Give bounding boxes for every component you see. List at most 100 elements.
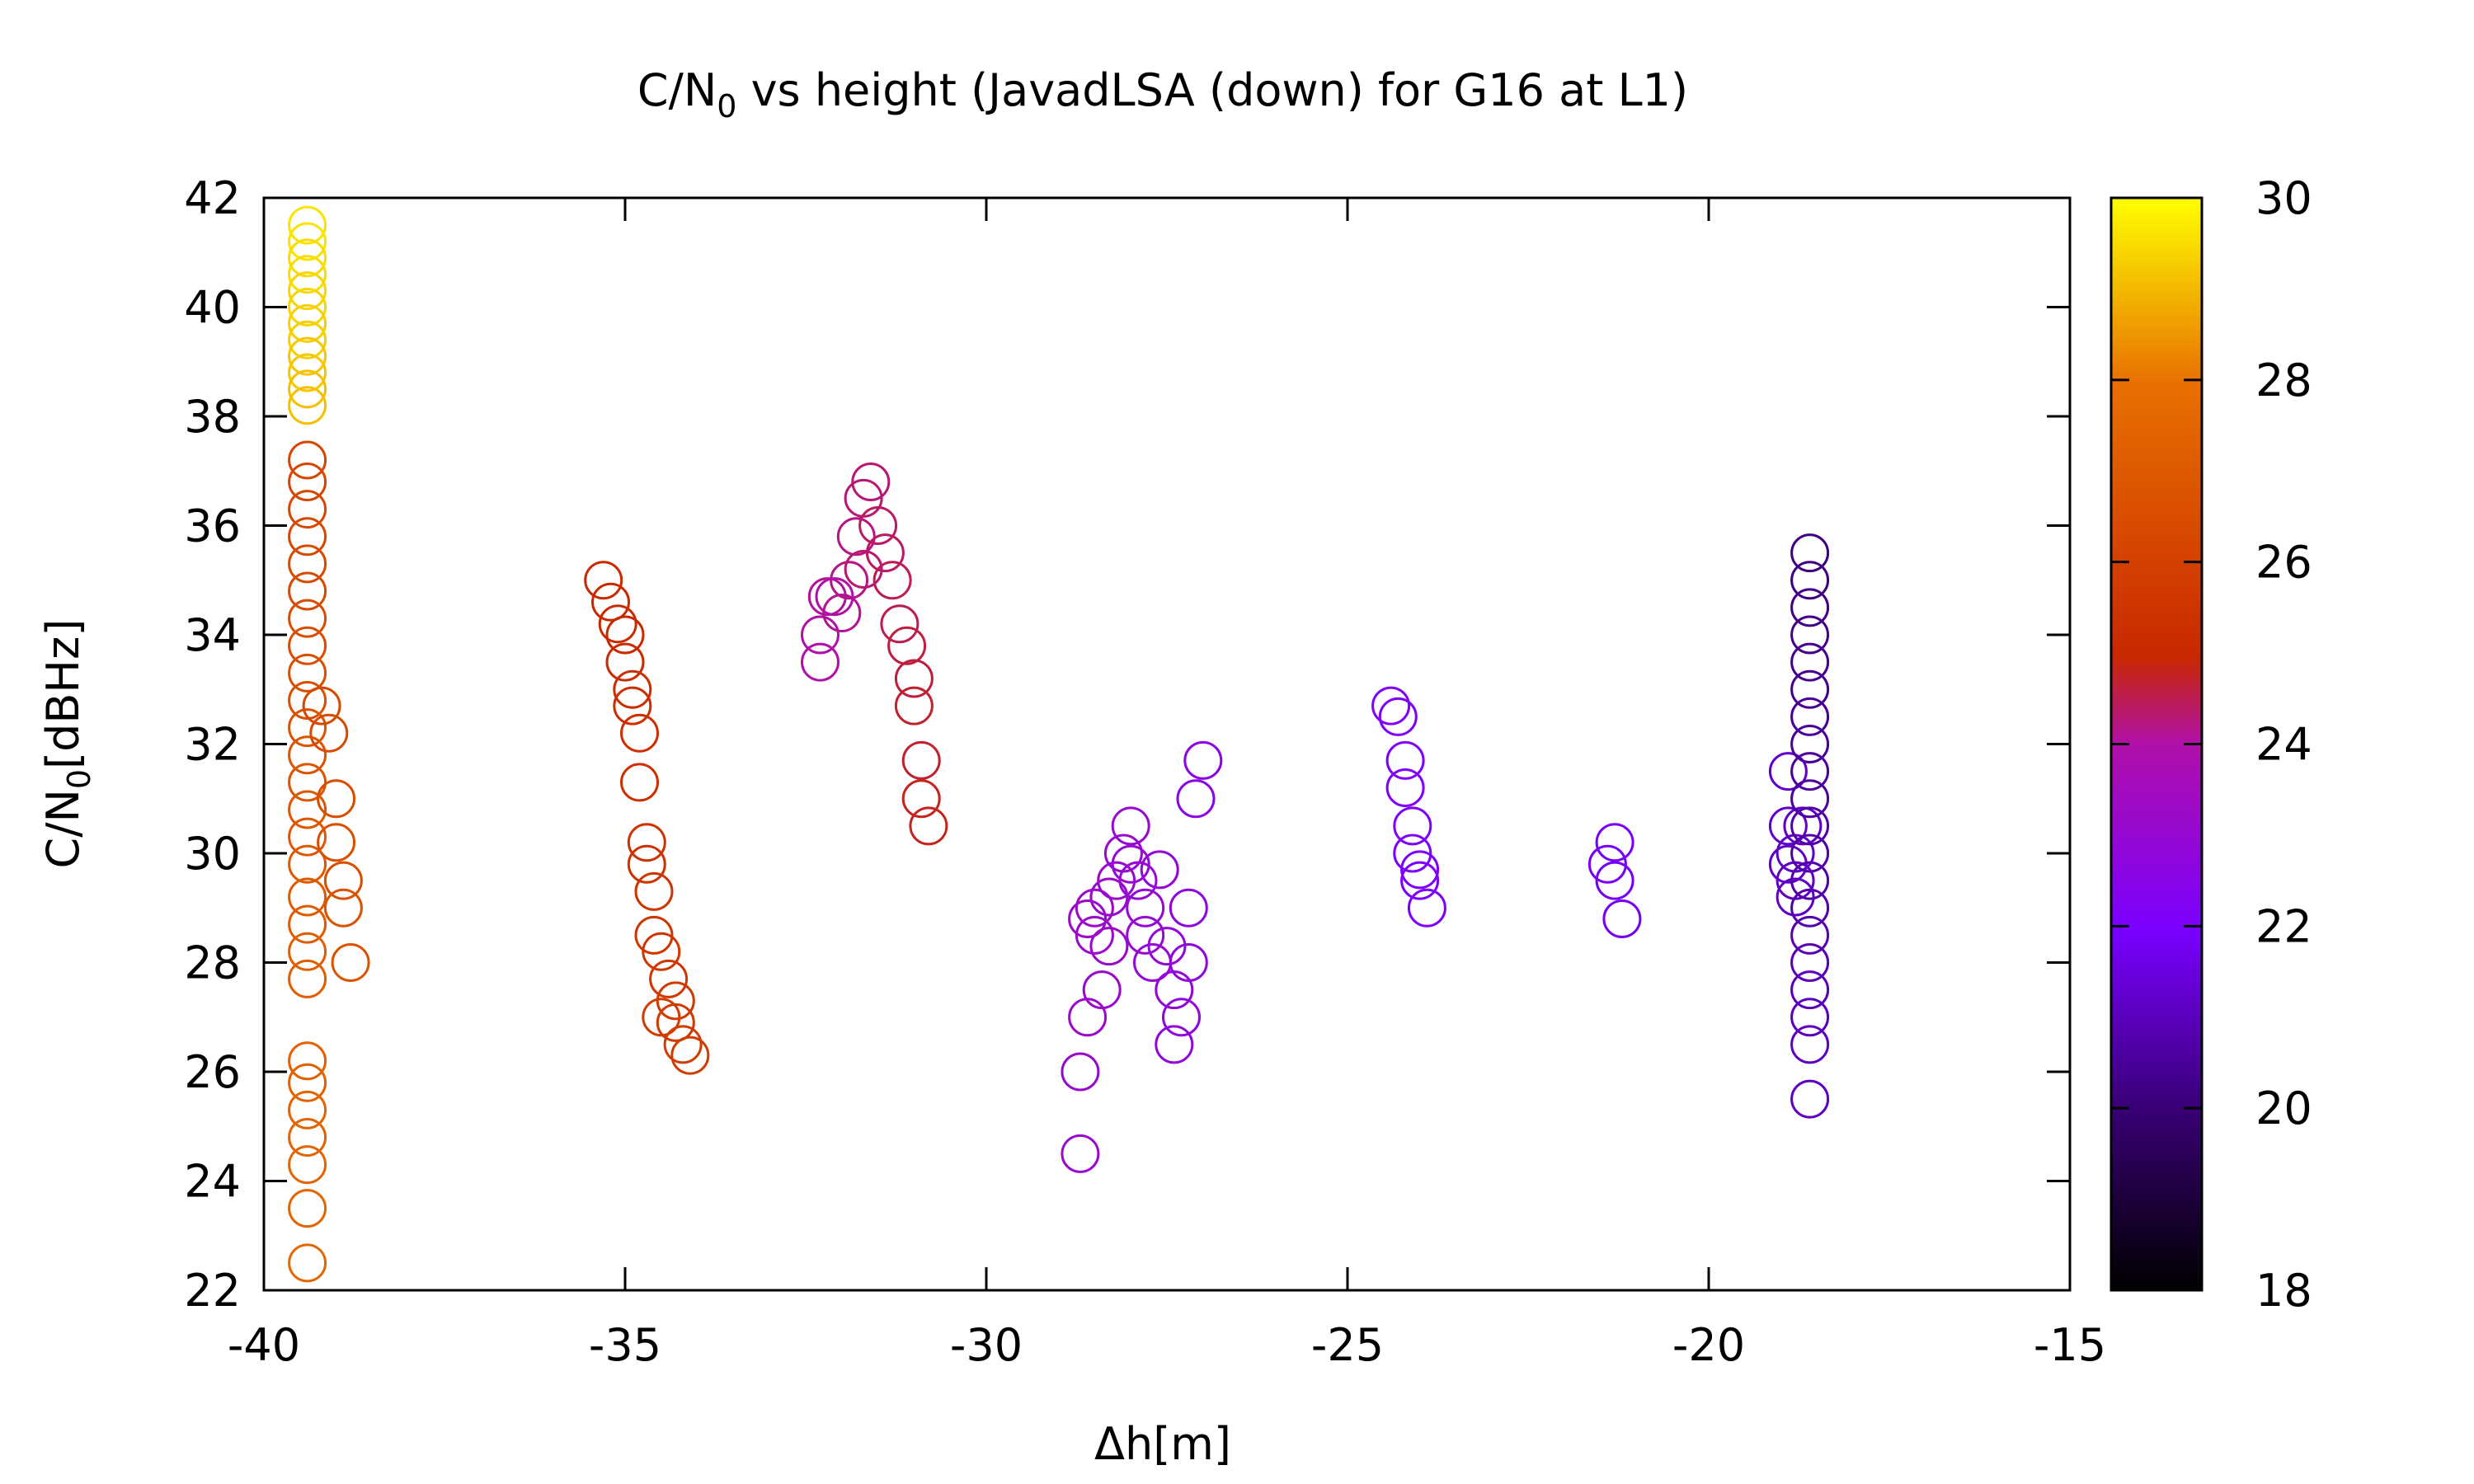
colorbar-tick-label: 22 — [2255, 900, 2312, 952]
data-point — [584, 561, 623, 600]
data-point — [872, 561, 912, 600]
y-tick-label: 38 — [184, 391, 241, 443]
data-point — [288, 1041, 327, 1081]
data-point — [1068, 998, 1108, 1037]
data-point — [627, 844, 666, 884]
data-point — [323, 888, 363, 928]
data-point — [656, 981, 695, 1021]
data-point — [1103, 834, 1143, 873]
data-point — [1176, 779, 1216, 819]
y-tick-label: 32 — [184, 719, 241, 771]
data-points — [288, 205, 1830, 1283]
data-point — [865, 533, 905, 573]
data-point — [1768, 806, 1808, 846]
data-point — [1061, 1052, 1100, 1092]
data-point — [1768, 844, 1808, 884]
data-point — [887, 626, 927, 665]
x-axis: -40 -35 -30 -25 -20 -15 — [228, 198, 2106, 1371]
data-point — [288, 599, 327, 638]
data-point — [591, 582, 630, 622]
data-point — [801, 642, 840, 682]
data-point — [323, 861, 363, 900]
colorbar-tick-label: 28 — [2255, 355, 2312, 406]
data-point — [288, 369, 327, 409]
data-point — [1155, 970, 1194, 1010]
data-point — [302, 686, 341, 726]
data-point — [605, 615, 645, 655]
data-point — [288, 817, 327, 857]
data-point — [909, 806, 948, 846]
data-point — [1111, 844, 1150, 884]
y-tick-label: 30 — [184, 828, 241, 880]
colorbar-tick-label: 26 — [2255, 537, 2312, 589]
data-point — [634, 871, 674, 911]
data-point — [1776, 877, 1815, 917]
data-point — [1068, 899, 1108, 938]
data-point — [894, 659, 934, 698]
colorbar-axis: 18 20 22 24 26 28 30 — [2111, 172, 2312, 1317]
data-point — [1790, 970, 1830, 1010]
data-point — [1783, 806, 1823, 846]
data-point — [288, 1145, 327, 1185]
data-point — [807, 577, 847, 617]
data-point — [901, 779, 941, 819]
data-point — [620, 763, 659, 802]
data-point — [830, 561, 869, 600]
data-point — [1790, 588, 1830, 627]
data-point — [288, 205, 327, 245]
data-point — [1595, 861, 1634, 900]
chart-title: C/N0 vs height (JavadLSA (down) for G16 … — [637, 64, 1688, 124]
data-point — [288, 386, 327, 425]
data-point — [288, 1243, 327, 1283]
colorbar-tick-label: 20 — [2255, 1082, 2312, 1134]
data-point — [288, 571, 327, 611]
y-tick-label: 26 — [184, 1046, 241, 1098]
data-point — [844, 550, 883, 589]
data-point — [1790, 1025, 1830, 1064]
data-point — [1061, 1134, 1100, 1173]
data-point — [1378, 697, 1418, 736]
data-point — [1407, 888, 1446, 928]
data-point — [1147, 927, 1187, 966]
data-point — [1790, 697, 1830, 736]
data-point — [288, 353, 327, 392]
data-point — [288, 904, 327, 944]
data-point — [1075, 888, 1114, 928]
data-point — [288, 844, 327, 884]
data-point — [1587, 844, 1627, 884]
colorbar-tick-label: 18 — [2255, 1265, 2312, 1317]
data-point — [1385, 740, 1425, 780]
data-point — [1768, 752, 1808, 791]
data-point — [663, 1025, 703, 1064]
data-point — [288, 1090, 327, 1129]
data-point — [288, 790, 327, 829]
data-point — [858, 506, 898, 545]
data-point — [1371, 686, 1411, 726]
data-point — [1140, 850, 1179, 890]
data-point — [851, 463, 891, 501]
data-point — [288, 288, 327, 326]
data-point — [317, 779, 356, 819]
data-point — [649, 959, 689, 998]
data-point — [1097, 861, 1136, 900]
data-point — [1155, 1025, 1194, 1064]
plot-frame — [262, 196, 2072, 1292]
x-tick-label: -30 — [950, 1319, 1023, 1371]
data-point — [1111, 806, 1150, 846]
colorbar-tick-label: 30 — [2255, 172, 2312, 224]
data-point — [288, 255, 327, 294]
data-point — [1790, 752, 1830, 791]
data-point — [331, 943, 370, 982]
data-point — [1790, 861, 1830, 900]
data-point — [288, 735, 327, 775]
data-point — [627, 823, 666, 862]
data-point — [1790, 834, 1830, 873]
data-point — [1790, 725, 1830, 763]
y-tick-label: 40 — [184, 282, 241, 334]
data-point — [1393, 834, 1432, 873]
data-point — [1790, 998, 1830, 1037]
data-point — [288, 1063, 327, 1102]
data-point — [288, 708, 327, 748]
data-point — [1169, 943, 1208, 982]
data-point — [1393, 806, 1432, 846]
